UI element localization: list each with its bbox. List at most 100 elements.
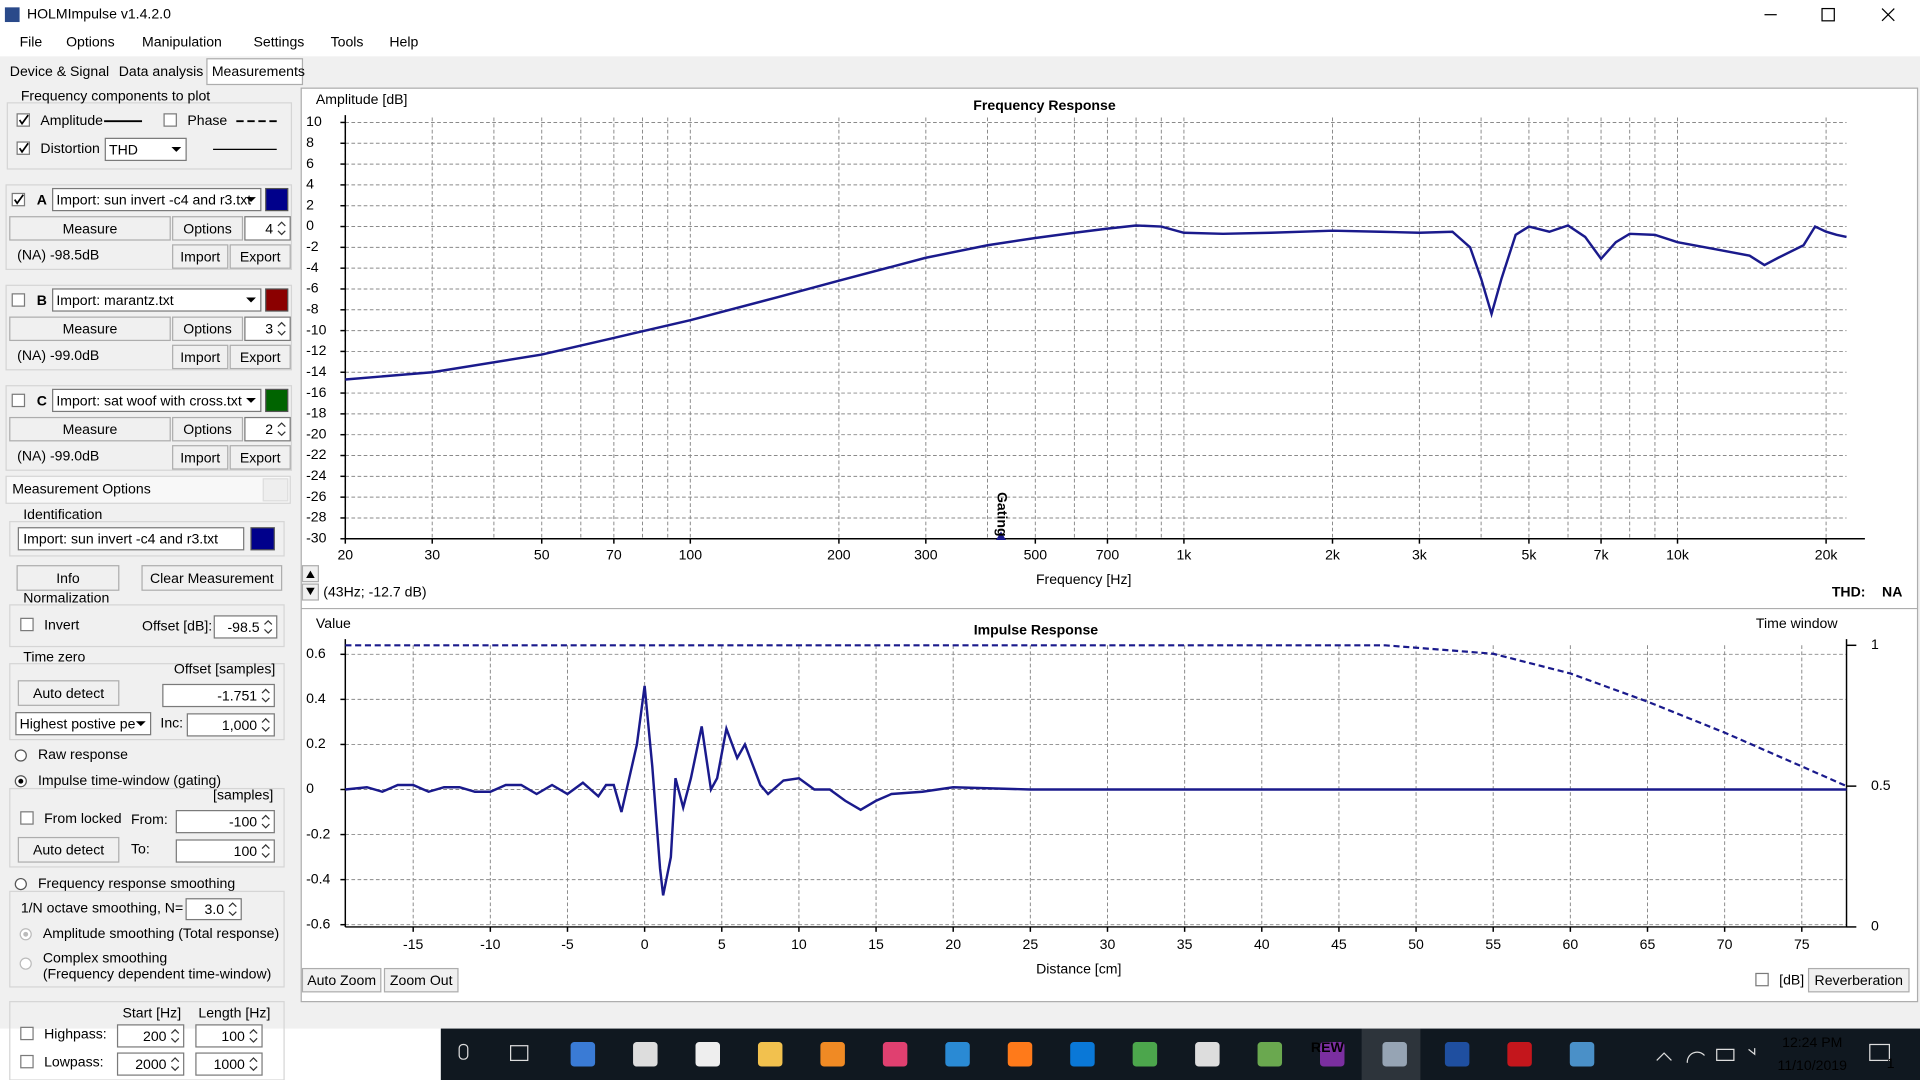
spin-value[interactable]: 4 [265, 220, 273, 236]
button-label[interactable]: Clear Measurement [150, 570, 274, 586]
spin-box[interactable] [244, 416, 291, 442]
spin-box[interactable] [244, 316, 291, 342]
radio[interactable] [14, 877, 27, 891]
spin-box[interactable] [116, 1024, 185, 1048]
button[interactable] [229, 244, 291, 269]
spin-value[interactable]: 3.0 [205, 901, 225, 917]
spin-box[interactable] [195, 1024, 263, 1048]
spin-box[interactable] [175, 810, 275, 834]
combo-box[interactable] [104, 137, 187, 162]
notification-icon[interactable] [1869, 1043, 1890, 1062]
spin-box[interactable] [213, 615, 278, 639]
radio[interactable] [19, 957, 32, 970]
button[interactable] [141, 565, 283, 591]
button[interactable] [17, 680, 120, 706]
taskbar-icon[interactable] [945, 1042, 970, 1067]
taskbar-icon[interactable] [1195, 1042, 1220, 1067]
combo-box[interactable] [52, 288, 262, 312]
maximize[interactable] [1821, 7, 1835, 22]
button[interactable] [229, 445, 291, 470]
spin-value[interactable]: 2 [265, 421, 273, 437]
button-label[interactable]: Export [240, 248, 281, 264]
taskbar-icon[interactable] [1382, 1042, 1407, 1067]
taskbar-icon[interactable] [1257, 1042, 1283, 1067]
checkbox[interactable] [1755, 972, 1769, 987]
tab[interactable]: Measurements [212, 63, 305, 79]
taskbar-icon[interactable] [820, 1042, 845, 1067]
text-box[interactable] [17, 527, 245, 551]
spin-value[interactable]: 1,000 [222, 717, 257, 733]
tab[interactable]: Data analysis [119, 63, 204, 79]
spin-value[interactable]: 200 [143, 1028, 167, 1044]
combo-value[interactable]: Import: sun invert -c4 and r3.txt [56, 192, 251, 208]
spin-value[interactable]: 3 [265, 321, 273, 337]
mic-icon[interactable] [458, 1043, 469, 1060]
button-label[interactable]: Export [240, 349, 281, 365]
button[interactable] [172, 416, 244, 442]
spin-box[interactable] [116, 1052, 185, 1076]
button[interactable] [16, 565, 120, 591]
taskbar-icon[interactable] [1007, 1042, 1033, 1067]
button-label[interactable]: Import [180, 248, 220, 264]
button-label[interactable]: Measure [63, 321, 118, 337]
measurement-color[interactable] [265, 388, 289, 413]
combo-box[interactable] [15, 712, 152, 736]
measurement-color[interactable] [265, 288, 289, 312]
button-label[interactable]: Export [240, 449, 281, 465]
spin-box[interactable] [162, 683, 275, 708]
menu-item[interactable]: Manipulation [142, 34, 222, 50]
combo-box[interactable] [52, 187, 262, 212]
taskbar-icon[interactable] [633, 1042, 658, 1067]
button[interactable] [9, 216, 171, 241]
spin-value[interactable]: 100 [221, 1028, 245, 1044]
button-label[interactable]: Options [183, 421, 232, 437]
button-label[interactable]: Auto Zoom [307, 972, 376, 988]
combo-value[interactable]: Highest postive pe [20, 716, 136, 732]
taskbar-icon[interactable] [1320, 1042, 1345, 1067]
button[interactable] [172, 445, 229, 470]
spin-value[interactable]: 2000 [135, 1056, 166, 1072]
spin-value[interactable]: 100 [234, 843, 258, 859]
button[interactable] [172, 244, 229, 269]
menu-item[interactable]: File [20, 34, 43, 50]
measurement-color[interactable] [265, 187, 289, 212]
button[interactable] [172, 316, 244, 342]
checkbox[interactable] [20, 1054, 34, 1069]
checkbox[interactable] [20, 1026, 34, 1041]
combo-value[interactable]: Import: marantz.txt [56, 292, 173, 308]
close[interactable] [1881, 8, 1895, 22]
button-label[interactable]: Measure [63, 421, 118, 437]
button-label[interactable]: Auto detect [33, 842, 104, 858]
button-label[interactable]: Info [56, 570, 80, 586]
button[interactable] [301, 967, 382, 993]
menu-item[interactable]: Settings [253, 34, 304, 50]
spin-box[interactable] [185, 898, 242, 921]
taskbar-icon[interactable] [1444, 1042, 1470, 1067]
options-close[interactable] [262, 478, 289, 502]
checkbox[interactable] [11, 293, 26, 307]
taskbar-icon[interactable] [1070, 1042, 1095, 1067]
button[interactable] [17, 836, 120, 863]
spin-box[interactable] [195, 1052, 263, 1076]
taskbar-icon[interactable] [757, 1042, 783, 1067]
taskbar-icon[interactable] [882, 1042, 908, 1067]
spin-value[interactable]: 1000 [214, 1056, 245, 1072]
menu-item[interactable]: Help [389, 34, 418, 50]
spin-box[interactable] [186, 713, 275, 737]
spin-value[interactable]: -1.751 [217, 687, 257, 703]
button-label[interactable]: Reverberation [1815, 972, 1903, 988]
button[interactable] [172, 344, 229, 370]
button[interactable] [383, 967, 459, 993]
button-label[interactable]: Zoom Out [390, 972, 453, 988]
task-view[interactable] [509, 1045, 529, 1062]
combo-value[interactable]: THD [109, 141, 138, 157]
combo-box[interactable] [52, 388, 262, 413]
spin-box[interactable] [175, 839, 275, 863]
button-label[interactable]: Options [183, 220, 232, 236]
menu-item[interactable]: Options [66, 34, 115, 50]
checkbox[interactable] [11, 393, 26, 408]
checkbox[interactable] [20, 617, 34, 632]
checkbox[interactable] [163, 113, 177, 127]
taskbar-icon[interactable] [1132, 1042, 1158, 1067]
button-label[interactable]: Auto detect [33, 685, 104, 701]
